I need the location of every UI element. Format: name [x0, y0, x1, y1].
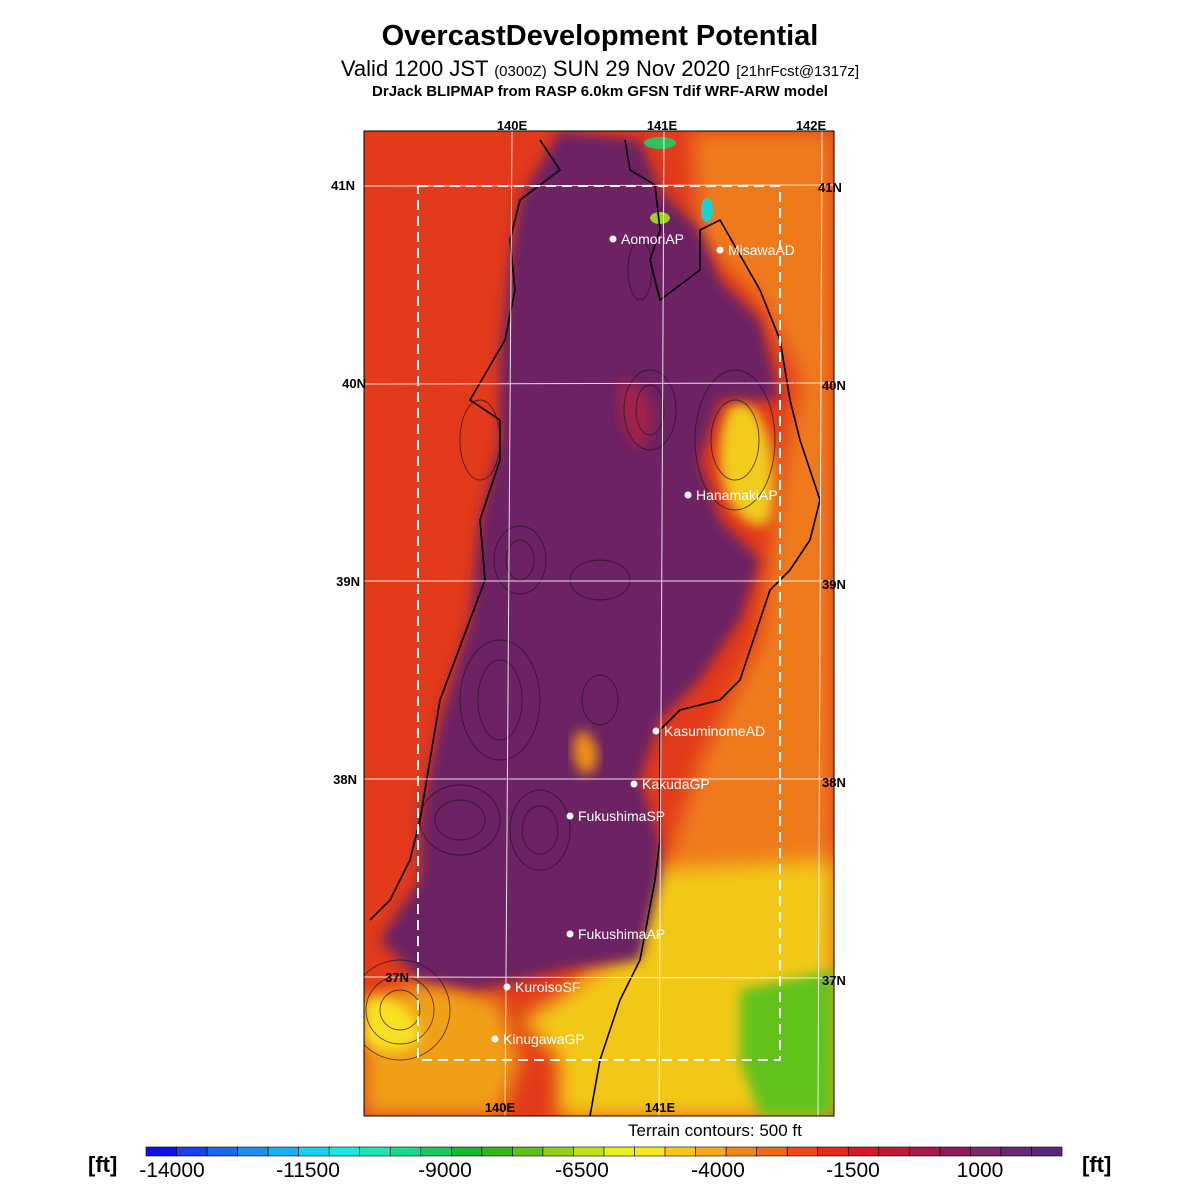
model-line: DrJack BLIPMAP from RASP 6.0km GFSN Tdif…	[372, 83, 828, 100]
terrain-note: Terrain contours: 500 ft	[628, 1121, 802, 1140]
colorbar-swatch	[145, 1146, 177, 1157]
station-dot[interactable]	[684, 491, 692, 499]
colorbar-swatch	[939, 1146, 971, 1157]
station-dot[interactable]	[716, 246, 724, 254]
green-blob-1	[644, 137, 676, 149]
yellow-spot-sw	[364, 997, 420, 1052]
station-dot[interactable]	[566, 930, 574, 938]
colorbar-label: -1500	[826, 1159, 880, 1182]
station-dot[interactable]	[491, 1035, 499, 1043]
colorbar-swatch	[1031, 1146, 1063, 1157]
lon-label-bottom-140: 140E	[485, 1100, 516, 1115]
graticule	[363, 130, 835, 1117]
colorbar-swatch	[328, 1146, 361, 1157]
lat-label-right-41: 41N	[818, 180, 842, 195]
inner-domain-box	[417, 185, 781, 1061]
valid-date: SUN 29 Nov 2020	[552, 56, 731, 81]
colorbar-swatch	[298, 1146, 330, 1157]
valid-time-line: Valid 1200 JST (0300Z) SUN 29 Nov 2020 […	[0, 56, 1200, 82]
station-dot[interactable]	[630, 780, 638, 788]
colorbar-swatch	[420, 1146, 452, 1157]
colorbar-label: -4000	[691, 1159, 745, 1182]
colorbar-swatch	[634, 1146, 666, 1157]
station-dot[interactable]	[503, 983, 511, 991]
colorbar-unit-left: [ft]	[88, 1152, 118, 1177]
station-label: FukushimaAP	[578, 926, 665, 942]
colorbar-swatch	[206, 1146, 238, 1157]
colorbar-label: -9000	[418, 1159, 472, 1182]
colorbar-label: -14000	[139, 1159, 205, 1182]
colorbar-swatch	[786, 1146, 819, 1157]
colorbar-swatch	[847, 1146, 880, 1157]
lat-label-left-40: 40N	[342, 376, 366, 391]
field-layer	[364, 131, 834, 1116]
station-label: KinugawaGP	[503, 1031, 585, 1047]
colorbar-swatch	[176, 1146, 208, 1157]
colorbar-swatch	[481, 1146, 513, 1157]
green-area	[740, 970, 834, 1116]
colorbar-unit-right: [ft]	[1082, 1152, 1112, 1177]
lat-label-left-41: 41N	[331, 178, 355, 193]
map-title: OvercastDevelopment Potential	[381, 20, 819, 52]
valid-time: Valid 1200 JST	[340, 56, 489, 81]
colorbar-swatch	[603, 1146, 635, 1157]
station-label: FukushimaSP	[578, 808, 665, 824]
east-coastline	[589, 139, 821, 1116]
station-markers: AomoriAP MisawaAD HanamakiAP KasuminomeA…	[491, 231, 795, 1047]
colorbar-swatch	[542, 1146, 574, 1157]
station-label: KuroisoSF	[515, 979, 580, 995]
colorbar	[145, 1146, 1063, 1157]
forecast-info: [21hrFcst@1317z]	[736, 63, 860, 80]
lat-label-right-37: 37N	[822, 973, 846, 988]
colorbar-label: -6500	[555, 1159, 609, 1182]
utc-time: (0300Z)	[494, 63, 547, 80]
colorbar-swatch	[664, 1146, 696, 1157]
lat-label-right-38: 38N	[822, 775, 846, 790]
colorbar-swatch	[512, 1146, 544, 1157]
colorbar-swatch	[359, 1146, 391, 1157]
green-blob-3	[650, 212, 670, 224]
station-dot[interactable]	[566, 812, 574, 820]
lat-label-right-40: 40N	[822, 378, 846, 393]
colorbar-swatch	[725, 1146, 757, 1157]
map-frame	[363, 130, 835, 1117]
station-dot[interactable]	[609, 235, 617, 243]
lat-label-left-37: 37N	[385, 970, 409, 985]
colorbar-swatch	[267, 1146, 299, 1157]
colorbar-swatch	[695, 1146, 727, 1157]
lat-label-left-38: 38N	[333, 772, 357, 787]
colorbar-swatch	[1000, 1146, 1032, 1157]
station-label: KakudaGP	[642, 776, 710, 792]
station-label: MisawaAD	[728, 242, 795, 258]
lon-label-top-141: 141E	[647, 118, 678, 133]
land-spot-2	[573, 730, 598, 775]
station-label: KasuminomeAD	[664, 723, 765, 739]
station-dot[interactable]	[652, 727, 660, 735]
colorbar-swatch	[878, 1146, 910, 1157]
colorbar-swatch	[451, 1146, 483, 1157]
colorbar-swatch	[237, 1146, 269, 1157]
colorbar-swatch	[573, 1146, 605, 1157]
lat-label-left-39: 39N	[336, 574, 360, 589]
colorbar-swatch	[389, 1146, 422, 1157]
lon-label-bottom-141: 141E	[645, 1100, 676, 1115]
colorbar-swatch	[756, 1146, 788, 1157]
terrain-contours	[364, 239, 776, 1061]
colorbar-label: -11500	[276, 1159, 340, 1182]
colorbar-swatch	[970, 1146, 1002, 1157]
green-blob-2	[701, 198, 713, 222]
land-field	[380, 131, 780, 990]
colorbar-swatch	[909, 1146, 941, 1157]
station-label: HanamakiAP	[696, 487, 778, 503]
colorbar-label: 1000	[956, 1159, 1004, 1182]
lon-label-top-142: 142E	[796, 118, 827, 133]
colorbar-swatch	[817, 1146, 849, 1157]
station-label: AomoriAP	[621, 231, 684, 247]
lat-label-right-39: 39N	[822, 577, 846, 592]
lon-label-top-140: 140E	[497, 118, 528, 133]
